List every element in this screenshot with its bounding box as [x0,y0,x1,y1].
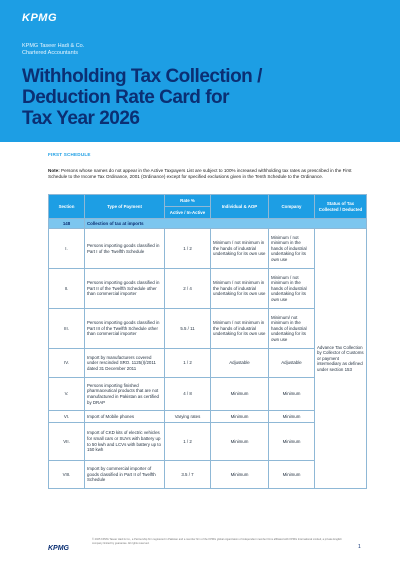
row-company: Minimum [268,422,315,461]
section-label: Collection of tax at imports [84,218,367,229]
row-number: V. [48,377,85,411]
row-rate: Varying rates [164,410,211,423]
header-status: Status of Tax Collected / Deducted [314,194,367,219]
schedule-label: FIRST SCHEDULE [48,152,91,157]
section-number: 148 [48,218,85,229]
row-company: Minimum [268,410,315,423]
note-text: Persons whose names do not appear in the… [48,168,352,180]
row-rate: 1 / 2 [164,348,211,378]
header-banner: KPMG KPMG Taseer Hadi & Co. Chartered Ac… [0,0,400,142]
row-number: II. [48,268,85,309]
note-paragraph: Note: Persons whose names do not appear … [48,168,366,181]
row-number: VII. [48,422,85,461]
firm-line-2: Chartered Accountants [22,50,78,56]
table-row: V. Persons importing finished pharmaceut… [48,377,367,411]
footer-copyright: © 2025 KPMG Taseer Hadi & Co., a Partner… [92,538,342,545]
status-cell: Advance Tax Collection by Collector of C… [314,228,367,489]
header-rate: Rate % [164,194,211,207]
row-type: Import by manufacturers covered under re… [84,348,165,378]
title-line-1: Withholding Tax Collection / [22,66,262,87]
row-company: Minimum / not minimum in the hands of in… [268,268,315,309]
table-row: II. Persons importing goods classified i… [48,268,367,309]
row-number: III. [48,308,85,349]
row-individual: Minimum [210,460,269,489]
firm-name: KPMG Taseer Hadi & Co. Chartered Account… [22,43,84,57]
row-number: VI. [48,410,85,423]
row-type: Persons importing goods classified in Pa… [84,228,165,269]
row-rate: 1 / 2 [164,228,211,269]
row-individual: Minimum / not minimum in the hands of in… [210,308,269,349]
row-company: Adjustable [268,348,315,378]
row-number: IV. [48,348,85,378]
row-type: Persons importing finished pharmaceutica… [84,377,165,411]
header-individual: Individual & AOP [210,194,269,219]
title-line-2: Deduction Rate Card for [22,87,230,108]
row-rate: 5.5 / 11 [164,308,211,349]
row-individual: Minimum / not minimum in the hands of in… [210,268,269,309]
header-type: Type of Payment [84,194,165,219]
row-number: VIII. [48,460,85,489]
row-individual: Minimum [210,422,269,461]
row-individual: Adjustable [210,348,269,378]
note-label: Note: [48,168,60,173]
footer-kpmg-logo: KPMG [48,545,69,552]
row-individual: Minimum [210,377,269,411]
row-type: Persons importing goods classified in Pa… [84,268,165,309]
section-row: 148 Collection of tax at imports [48,218,367,229]
table-row: VII. Import of CKD kits of electric vehi… [48,422,367,461]
row-rate: 4 / 8 [164,377,211,411]
row-type: Import of Mobile phones [84,410,165,423]
table-row: I. Persons importing goods classified in… [48,228,367,489]
row-individual: Minimum [210,410,269,423]
row-rate: 1 / 2 [164,422,211,461]
row-type: Import of CKD kits of electric vehicles … [84,422,165,461]
title-line-3: Tax Year 2026 [22,108,140,129]
table-row: IV. Import by manufacturers covered unde… [48,348,367,378]
row-type: Import by commercial importer of goods c… [84,460,165,489]
page-number: 1 [358,544,361,550]
row-rate: 2 / 4 [164,268,211,309]
rate-table: Section Type of Payment Rate % Individua… [48,194,367,489]
row-company: Minimum / not minimum in the hands of in… [268,228,315,269]
header-rate-sub: Active / In-Active [164,206,211,219]
firm-line-1: KPMG Taseer Hadi & Co. [22,43,85,49]
header-section: Section [48,194,85,219]
row-rate: 3.5 / 7 [164,460,211,489]
row-company: Minimum [268,460,315,489]
row-type: Persons importing goods classified in Pa… [84,308,165,349]
kpmg-logo: KPMG [22,12,57,24]
row-individual: Minimum / not minimum in the hands of in… [210,228,269,269]
row-company: Minimum [268,377,315,411]
row-company: Minimum/ not minimum in the hands of ind… [268,308,315,349]
page-title: Withholding Tax Collection / Deduction R… [22,66,382,129]
table-row: VIII. Import by commercial importer of g… [48,460,367,489]
row-number: I. [48,228,85,269]
header-company: Company [268,194,315,219]
